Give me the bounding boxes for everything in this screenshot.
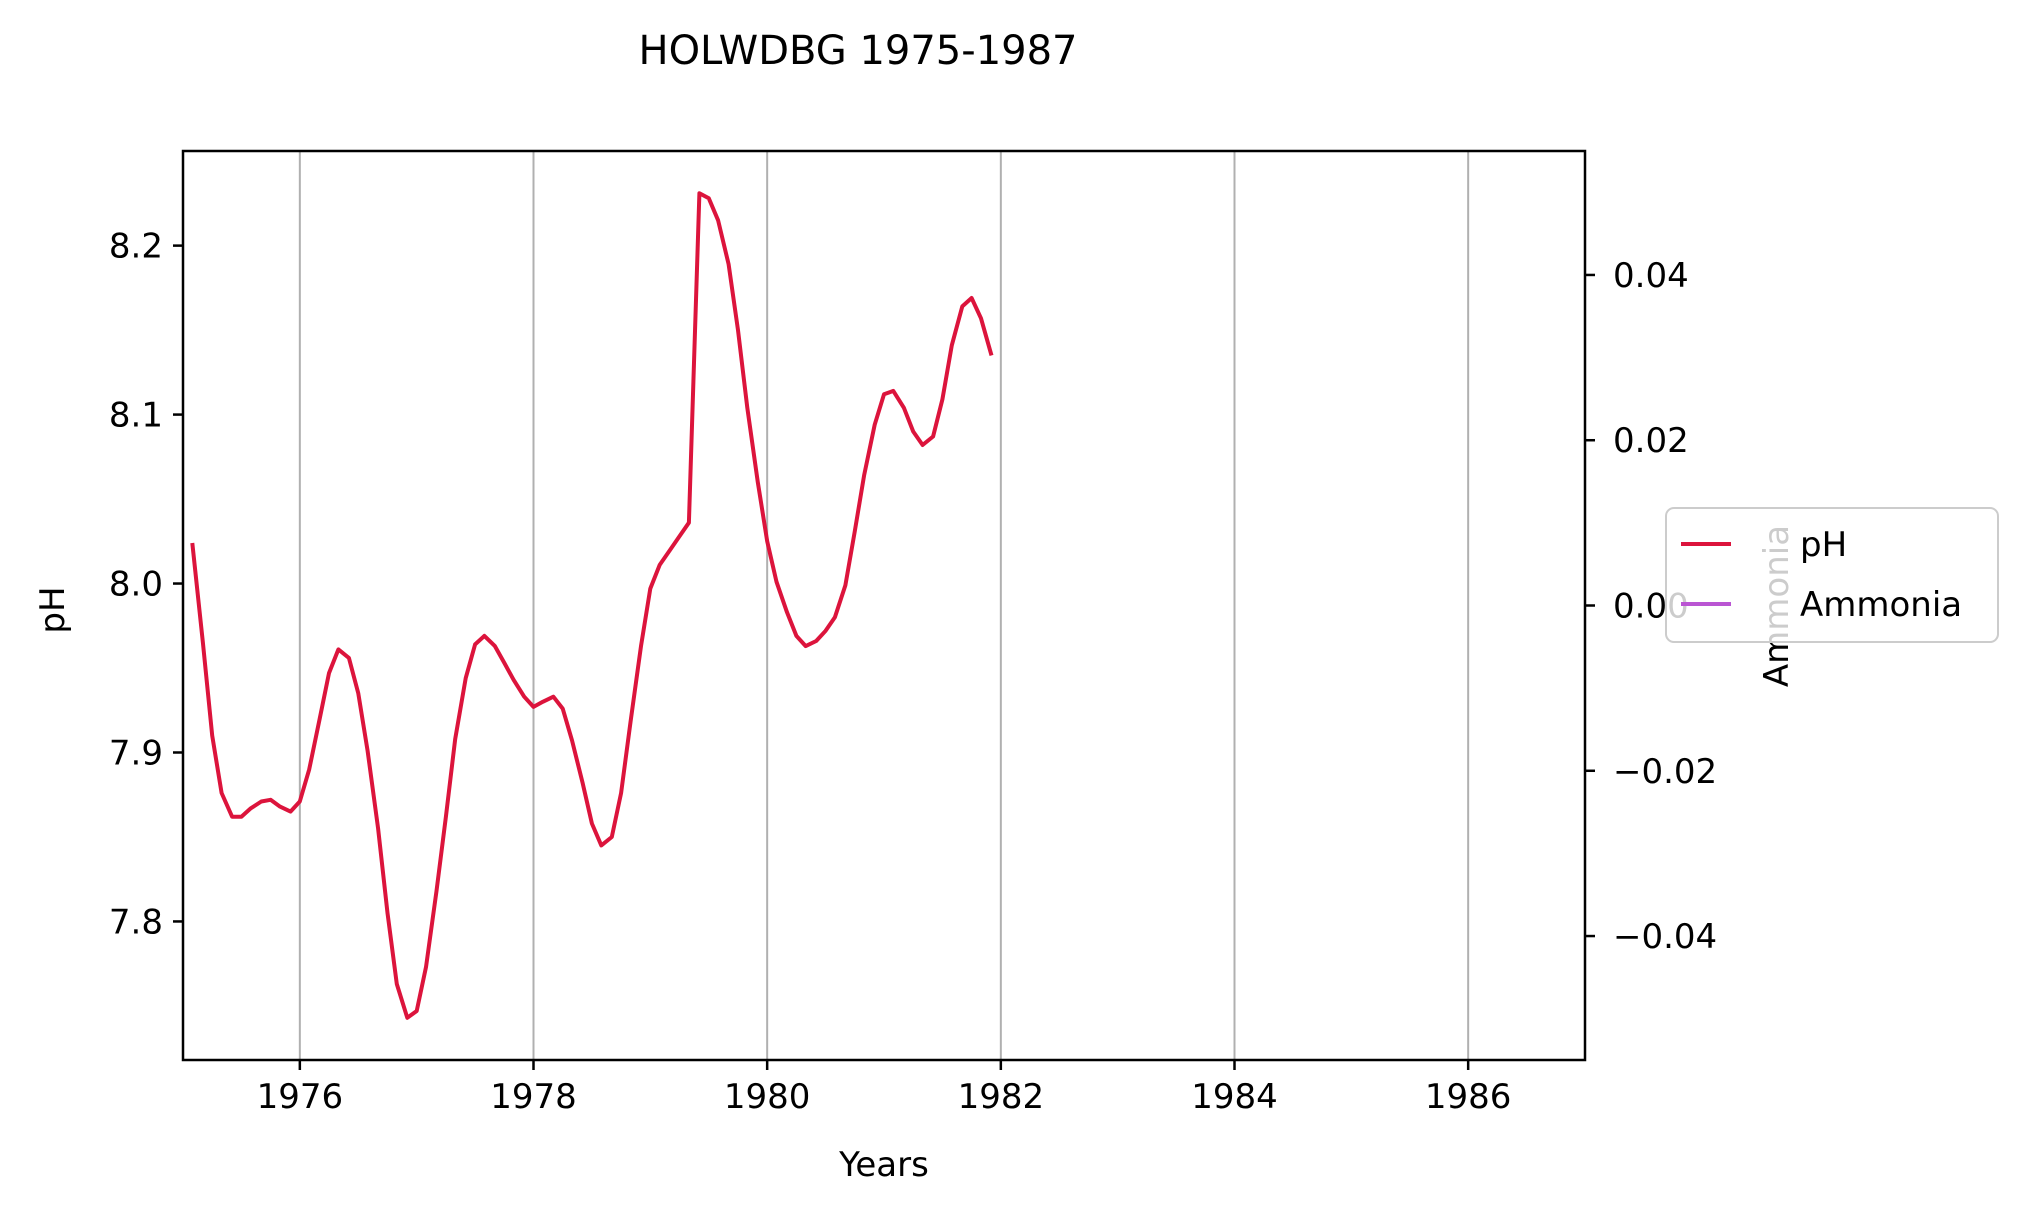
series-layer: [190, 191, 994, 1020]
x-tick-label: 1982: [958, 1077, 1045, 1117]
y2-tick-label: 0.04: [1613, 256, 1689, 296]
x-axis-label: Years: [838, 1145, 929, 1185]
legend-box: [1665, 507, 1999, 643]
chart-title: HOLWDBG 1975-1987: [638, 28, 1077, 74]
x-tick-label: 1980: [724, 1077, 811, 1117]
y-tick-label: 7.8: [109, 902, 163, 942]
y2-tick-label: −0.04: [1613, 917, 1717, 957]
legend-label-ph: pH: [1800, 525, 1847, 565]
y-tick-label: 8.2: [109, 227, 163, 267]
x-tick-label: 1976: [257, 1077, 344, 1117]
y-tick-label: 8.0: [109, 565, 163, 605]
x-axis: 1976 1978 1980 1982 1984 1986: [257, 1060, 1512, 1117]
y-axis-left: 7.8 7.9 8.0 8.1 8.2: [109, 227, 183, 942]
legend: pH Ammonia: [1665, 507, 1999, 643]
y2-tick-label: 0.02: [1613, 421, 1689, 461]
y-tick-label: 7.9: [109, 733, 163, 773]
plot-frame: [181, 149, 1587, 1062]
x-tick-label: 1978: [490, 1077, 577, 1117]
grid: [298, 151, 1470, 1060]
legend-label-ammonia: Ammonia: [1800, 585, 1962, 625]
series-line-ph: [190, 191, 994, 1020]
x-tick-label: 1984: [1191, 1077, 1278, 1117]
y2-tick-label: −0.02: [1613, 752, 1717, 792]
x-tick-label: 1986: [1425, 1077, 1512, 1117]
y-axis-label: pH: [33, 586, 73, 633]
y-tick-label: 8.1: [109, 396, 163, 436]
